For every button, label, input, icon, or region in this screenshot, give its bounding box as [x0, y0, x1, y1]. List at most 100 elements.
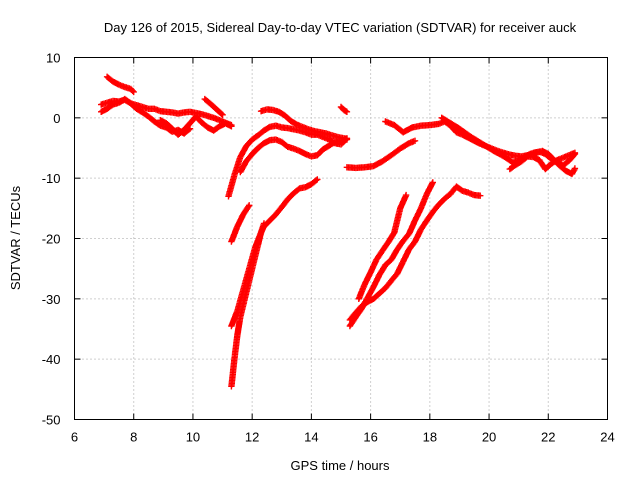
y-tick-label: -30 [42, 292, 61, 307]
data-point [213, 106, 225, 118]
data-point [542, 161, 554, 173]
data-point [240, 267, 252, 293]
data-point [127, 85, 136, 95]
data-point [382, 278, 394, 292]
x-tick-label: 16 [363, 430, 377, 445]
data-point [254, 128, 266, 139]
data-point [207, 100, 219, 112]
data-point [219, 111, 226, 118]
series-track-j [228, 202, 253, 245]
y-tick-label: 0 [53, 111, 60, 126]
data-point [180, 121, 193, 134]
data-point [423, 210, 436, 224]
data-point [151, 118, 163, 128]
data-point [405, 239, 418, 253]
data-point [163, 120, 175, 131]
data-point [278, 197, 291, 211]
data-point [388, 271, 400, 284]
series-track-h [257, 106, 351, 143]
data-point [228, 224, 240, 245]
series-track-g [237, 136, 351, 176]
data-point [180, 126, 192, 137]
data-point [571, 149, 579, 156]
y-tick-label: 10 [46, 51, 60, 66]
series-track-n [346, 179, 436, 330]
data-point [103, 73, 115, 84]
axis-ticks: 6 8 10 12 14 16 18 20 22 24 -50 -40 -30 -20 -10 0 10 [42, 51, 615, 445]
series-track-m [346, 183, 484, 324]
data-point [246, 202, 253, 209]
data-point [201, 95, 213, 107]
y-tick-label: -20 [42, 232, 61, 247]
data-point [462, 129, 474, 140]
data-point [133, 105, 145, 115]
data-point [444, 118, 456, 128]
x-tick-label: 18 [423, 430, 437, 445]
data-point [145, 113, 157, 124]
data-point [343, 108, 351, 115]
data-point [231, 333, 241, 363]
data-point [441, 191, 453, 202]
data-point [275, 108, 287, 118]
data-point [435, 196, 447, 208]
data-point [314, 147, 326, 159]
data-point [249, 145, 261, 158]
data-point [429, 179, 436, 186]
series-track-r [438, 114, 579, 178]
x-tick-label: 14 [304, 430, 318, 445]
series-track-e [201, 95, 226, 118]
data-point [272, 205, 284, 218]
data-point [391, 206, 404, 236]
data-point [518, 154, 530, 165]
y-tick-label: -40 [42, 352, 61, 367]
x-tick-label: 24 [600, 430, 614, 445]
x-tick-label: 20 [482, 430, 496, 445]
data-point [411, 137, 419, 144]
data-point [379, 240, 391, 254]
data-point [278, 138, 290, 149]
data-point [228, 357, 238, 390]
data-point [240, 203, 252, 218]
y-axis-label: SDTVAR / TECUs [8, 185, 23, 290]
data-point [429, 202, 441, 216]
data-point [485, 144, 497, 155]
data-point [497, 151, 509, 161]
data-point [243, 137, 255, 150]
data-point [254, 140, 266, 152]
data-point [228, 123, 235, 130]
data-point [388, 146, 403, 159]
series-track-c [103, 73, 137, 96]
x-tick-label: 12 [245, 430, 259, 445]
data-point [355, 282, 368, 302]
data-point [127, 100, 139, 112]
data-point [376, 285, 388, 297]
data-point [382, 257, 394, 269]
data-point [506, 162, 518, 173]
series-track-d [157, 113, 235, 138]
data-point [308, 177, 320, 188]
data-point [370, 291, 382, 302]
series-track-p [343, 137, 419, 172]
data-point [373, 248, 385, 263]
data-point [246, 245, 258, 272]
x-axis-label: GPS time / hours [291, 458, 390, 473]
data-point [266, 212, 279, 224]
data-point [287, 117, 299, 127]
data-point [139, 109, 151, 119]
data-point [231, 155, 243, 179]
data-marks [98, 73, 579, 390]
data-point [314, 176, 321, 183]
y-tick-label: -50 [42, 413, 61, 428]
data-point [556, 162, 569, 174]
data-point [284, 191, 296, 203]
data-point [103, 102, 115, 112]
x-tick-label: 22 [541, 430, 555, 445]
series-track-s [506, 149, 579, 173]
data-point [337, 103, 347, 113]
data-point [290, 186, 302, 197]
data-point [249, 133, 261, 143]
data-point [405, 218, 418, 237]
data-point [400, 231, 412, 245]
data-point [343, 135, 351, 143]
